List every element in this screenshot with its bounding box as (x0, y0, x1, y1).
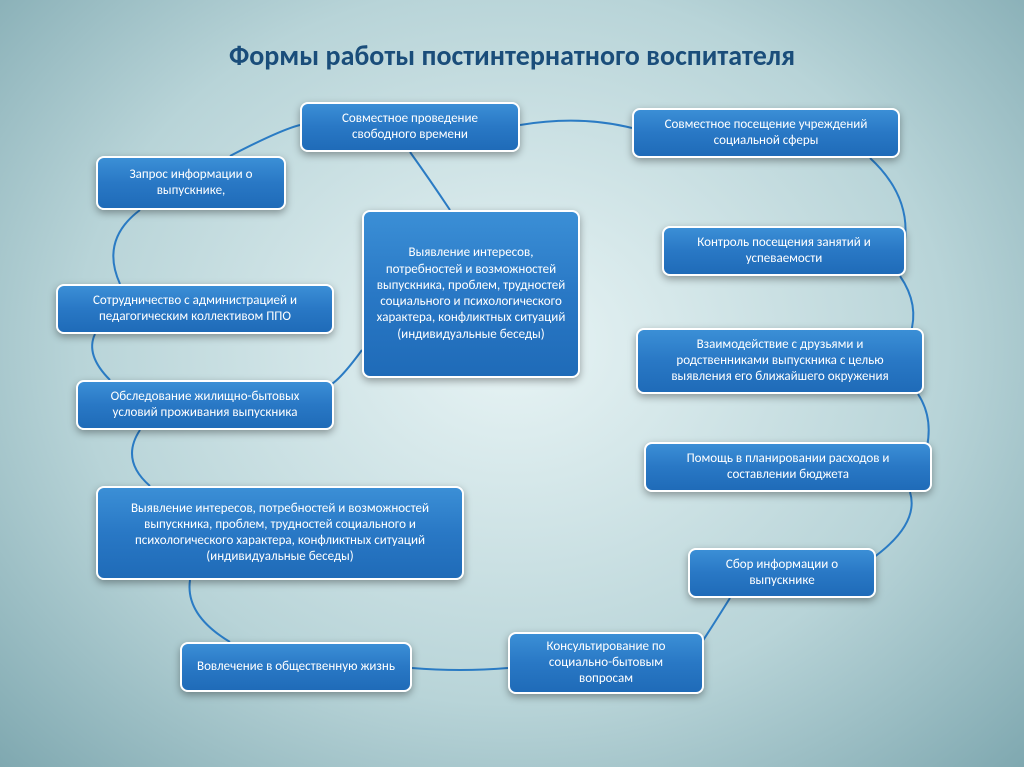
node-label: Совместное проведение свободного времени (314, 111, 506, 144)
diagram-node: Вовлечение в общественную жизнь (180, 642, 412, 692)
diagram-node: Помощь в планировании расходов и составл… (644, 442, 932, 492)
diagram-node: Взаимодействие с друзьями и родственника… (636, 328, 924, 394)
diagram-node: Запрос информации о выпускнике, (96, 156, 286, 210)
node-label: Выявление интересов, потребностей и возм… (110, 501, 450, 566)
diagram-node: Сбор информации о выпускнике (688, 548, 876, 598)
diagram-node: Совместное проведение свободного времени (300, 102, 520, 152)
node-label: Контроль посещения занятий и успеваемост… (676, 235, 892, 268)
diagram-title: Формы работы постинтернатного воспитател… (0, 38, 1024, 73)
node-label: Помощь в планировании расходов и составл… (658, 451, 918, 484)
node-label: Сотрудничество с администрацией и педаго… (70, 293, 320, 326)
diagram-node: Консультирование по социально-бытовым во… (508, 632, 704, 694)
diagram-node: Обследование жилищно-бытовых условий про… (76, 380, 334, 430)
node-label: Консультирование по социально-бытовым во… (522, 639, 690, 688)
node-label: Взаимодействие с друзьями и родственника… (650, 337, 910, 386)
diagram-node: Контроль посещения занятий и успеваемост… (662, 226, 906, 276)
node-label: Сбор информации о выпускнике (702, 557, 862, 590)
node-label: Вовлечение в общественную жизнь (197, 659, 395, 675)
diagram-node: Совместное посещение учреждений социальн… (632, 108, 900, 158)
diagram-node: Выявление интересов, потребностей и возм… (362, 210, 580, 378)
diagram-node: Выявление интересов, потребностей и возм… (96, 486, 464, 580)
node-label: Совместное посещение учреждений социальн… (646, 117, 886, 150)
node-label: Выявление интересов, потребностей и возм… (376, 245, 566, 343)
diagram-node: Сотрудничество с администрацией и педаго… (56, 284, 334, 334)
node-label: Обследование жилищно-бытовых условий про… (90, 389, 320, 422)
node-label: Запрос информации о выпускнике, (110, 167, 272, 200)
